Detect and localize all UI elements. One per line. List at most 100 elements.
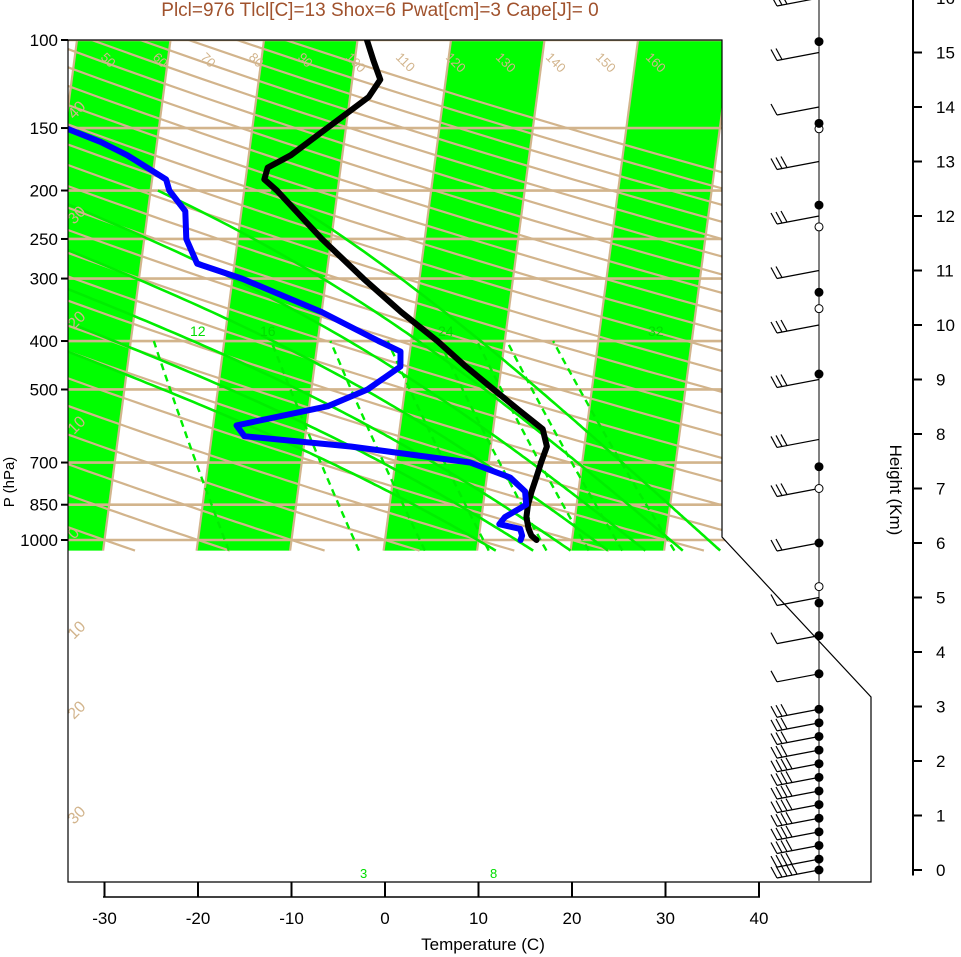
wind-barb-flag [785,798,793,810]
mixing-ratio-line [386,340,490,552]
moist-adiabat-label: 12 [190,323,206,339]
wind-barb-flag [770,267,778,279]
dry-adiabat-line [68,40,871,552]
wind-barb [776,487,820,498]
wind-barb [776,635,820,645]
x-tick-label: -10 [279,909,304,928]
wind-barb-flag [780,758,788,771]
wind-barb-flag [770,539,778,552]
chart-title: Plcl=976 Tlcl[C]=13 Shox=6 Pwat[cm]=3 Ca… [161,0,598,21]
wind-barb [776,673,820,683]
height-tick-label: 9 [936,371,945,390]
isotherm-label: 30 [726,128,751,153]
moist-adiabat-label: 32 [648,323,664,339]
isotherm-label: 30 [841,643,866,668]
moist-adiabat-line [68,189,647,552]
height-marker [814,598,824,608]
wind-barb [776,844,820,855]
wind-barb-flag [775,841,783,853]
wind-barb [776,708,820,718]
height-axis: 012345678910111213141516 [912,0,955,880]
wind-barb-flag [785,825,793,838]
wind-barb-flag [780,772,788,784]
dry-adiabat-line [68,40,871,552]
height-marker [814,827,824,837]
wind-barb [776,106,820,116]
moist-adiabat-label: 16 [260,323,276,339]
wind-barb-flag [775,375,783,387]
wind-barb-flag [775,484,783,496]
wind-barb-flag [770,760,778,773]
height-marker-open [814,484,824,493]
p-tick-label: 200 [30,182,58,201]
skew-band [570,40,733,551]
wind-barb [776,269,820,280]
isotherm-line [195,40,267,551]
height-tick-label: 11 [936,262,954,281]
height-marker [814,369,824,379]
height-marker [814,800,824,810]
height-marker [814,462,824,472]
p-tick-label: 400 [30,332,58,351]
wind-barb-flag [770,866,778,879]
isotherm-line [102,40,174,551]
moist-adiabat-line [68,189,609,552]
mixing-ratio-line [552,340,676,552]
wind-barb-flag [780,744,788,757]
height-tick-label: 16 [936,0,955,8]
wind-barb-flag [770,801,778,813]
height-marker [814,631,824,641]
height-marker [814,772,824,782]
height-axis-title: Height (Km) [886,445,905,536]
wind-barb-flag [775,718,783,731]
height-marker [814,704,824,714]
height-marker [814,669,824,679]
dry-adiabat-line [68,40,799,552]
wind-barb-flag [780,717,788,730]
wind-barb-flag [780,826,788,839]
wind-barb-flag [775,854,783,867]
wind-barb-flag [778,0,783,6]
height-tick-label: 14 [936,98,955,117]
moist-adiabat-line [68,189,534,552]
wind-barb-flag [780,731,788,743]
p-tick-label: 100 [30,31,58,50]
wind-barb-flag [775,266,783,278]
wind-barb-flag [770,774,778,786]
x-axis-title: Temperature (C) [421,935,545,954]
height-marker [814,118,824,128]
dry-adiabat-line [68,40,231,552]
wind-barb-flag [775,211,783,224]
height-tick-label: 12 [936,207,955,226]
mixing-ratio-line [438,340,548,552]
wind-barb-flag [775,773,783,785]
p-tick-label: 850 [30,496,58,515]
x-tick-label: 20 [563,909,582,928]
wind-barb-flag [770,746,778,759]
wind-barb [776,776,820,786]
wind-barb-flag [780,864,788,877]
isotherm-label: 0 [726,464,744,482]
y-axis-title: P (hPa) [1,457,18,508]
wind-barb-flag [780,812,788,825]
wind-barb [776,51,820,62]
height-marker [814,200,824,210]
wind-barb-flag [775,704,783,717]
mixing-ratio-line [505,340,624,552]
x-tick-label: 40 [750,909,769,928]
wind-barb-flag [775,813,783,826]
wind-barb-flag [785,863,793,876]
height-marker-open [814,582,824,592]
height-marker [814,37,824,47]
isotherm-line [850,40,871,551]
dewpoint-line [68,40,530,543]
mixing-ratio-line [270,340,361,552]
height-marker [814,786,824,796]
sounding-series [68,40,550,543]
dry-adiabat-line [68,40,871,552]
wind-barb-flag [780,434,788,446]
dry-adiabat-line [68,40,871,552]
wind-barb-flag [770,855,778,868]
wind-barb [776,596,820,607]
wind-profile [770,0,824,881]
